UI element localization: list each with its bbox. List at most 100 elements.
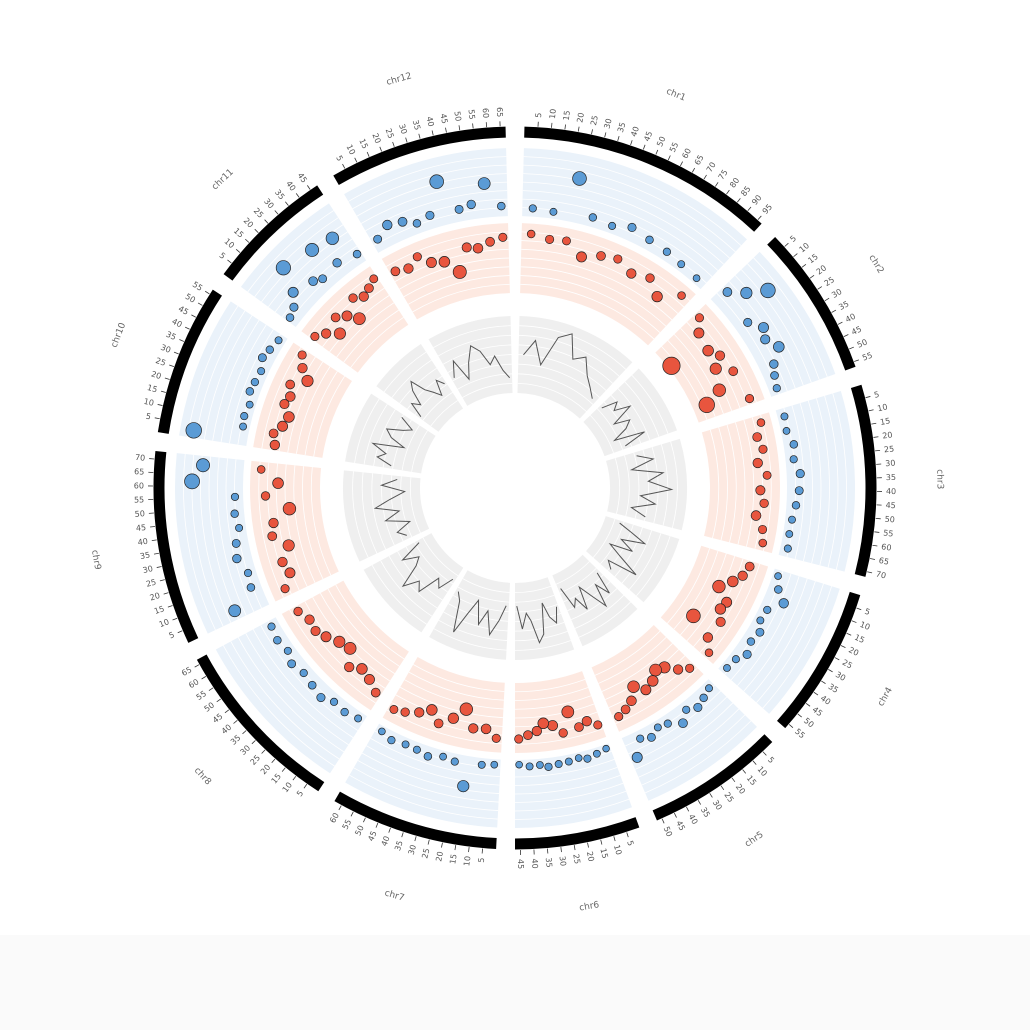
tick-label: 5 (218, 251, 228, 261)
track-background (520, 223, 696, 346)
tick-mark (873, 436, 879, 438)
scatter-point (425, 210, 435, 220)
chromosome-label: chr4 (876, 686, 895, 709)
tick-mark (285, 201, 289, 206)
grid-ring (624, 455, 630, 517)
grid-ring (390, 475, 404, 542)
scatter-point (285, 379, 296, 390)
grid-ring (258, 461, 284, 598)
line-series (410, 379, 445, 417)
scatter-point (785, 530, 794, 538)
scatter-point (762, 470, 772, 480)
tick-label: 5 (766, 755, 776, 765)
ideogram (157, 289, 222, 434)
scatter-point (305, 243, 320, 257)
scatter-point (760, 334, 771, 345)
track-background (179, 301, 288, 446)
grid-ring (523, 156, 742, 246)
scatter-point (235, 524, 244, 532)
scatter-point (795, 469, 805, 479)
scatter-point (429, 174, 444, 189)
tick-mark (867, 571, 873, 574)
tick-label: 15 (853, 633, 866, 645)
tick-label: 10 (859, 620, 872, 632)
grid-ring (559, 567, 597, 594)
tick-label: 65 (134, 467, 145, 476)
grid-ring (452, 363, 512, 382)
scatter-point (301, 374, 314, 388)
grid-ring (270, 351, 309, 450)
tick-mark (617, 135, 620, 141)
tick-mark (821, 680, 826, 684)
tick-label: 45 (885, 501, 896, 510)
scatter-point (364, 674, 375, 685)
tick-label: 10 (143, 397, 155, 408)
grid-ring (383, 351, 427, 393)
scatter-point (759, 498, 769, 509)
tick-label: 55 (341, 818, 354, 831)
tick-mark (242, 730, 247, 735)
tick-mark (600, 839, 603, 845)
tick-mark (354, 157, 358, 163)
grid-ring (614, 527, 643, 577)
tick-mark (427, 839, 430, 845)
track-background (345, 723, 501, 828)
scatter-point (310, 625, 321, 637)
tick-label: 45 (135, 523, 146, 533)
tick-label: 10 (612, 844, 623, 856)
scatter-point (709, 362, 722, 375)
scatter-point (645, 235, 654, 245)
grid-ring (578, 601, 631, 638)
scatter-point (727, 575, 739, 588)
scatter-point (196, 458, 210, 473)
grid-ring (391, 702, 503, 736)
tick-label: 65 (495, 107, 504, 118)
grid-ring (686, 556, 736, 642)
tick-label: 30 (711, 798, 724, 811)
tick-mark (856, 607, 862, 611)
tick-label: 15 (806, 252, 820, 265)
scatter-point (653, 723, 662, 732)
tick-label: 55 (793, 727, 807, 740)
chromosome-label: chr1 (665, 87, 687, 104)
scatter-point (636, 734, 645, 743)
scatter-point (287, 659, 297, 669)
scatter-point (549, 207, 558, 216)
scatter-point (528, 204, 537, 213)
tick-mark (834, 657, 840, 661)
scatter-point (280, 584, 290, 594)
scatter-point (433, 718, 444, 729)
tick-label: 35 (544, 857, 554, 868)
grid-ring (229, 329, 274, 444)
scatter-point (316, 692, 326, 703)
tick-label: 20 (585, 851, 596, 863)
tick-label: 45 (642, 130, 654, 143)
scatter-point (257, 353, 267, 363)
tick-mark (824, 297, 830, 302)
grid-ring (699, 309, 757, 403)
scatter-point (457, 780, 470, 793)
scatter-point (459, 702, 473, 716)
tick-label: 55 (883, 528, 894, 538)
grid-ring (522, 198, 713, 277)
grid-ring (518, 363, 600, 398)
tick-mark (153, 552, 159, 555)
tick-label: 25 (722, 791, 735, 804)
tick-mark (233, 719, 238, 724)
grid-ring (422, 392, 453, 421)
scatter-point (370, 687, 381, 698)
tick-mark (714, 182, 719, 187)
grid-ring (638, 708, 740, 778)
scatter-point (723, 664, 731, 672)
tick-label: 15 (232, 226, 246, 240)
grid-ring (399, 367, 437, 404)
scatter-point (646, 732, 656, 742)
tick-mark (762, 751, 767, 756)
grid-ring (462, 383, 513, 398)
tick-mark (392, 141, 395, 147)
tick-label: 50 (884, 515, 895, 525)
tick-mark (405, 137, 408, 143)
tick-label: 10 (281, 781, 294, 795)
tick-mark (840, 645, 846, 649)
grid-ring (615, 667, 698, 725)
